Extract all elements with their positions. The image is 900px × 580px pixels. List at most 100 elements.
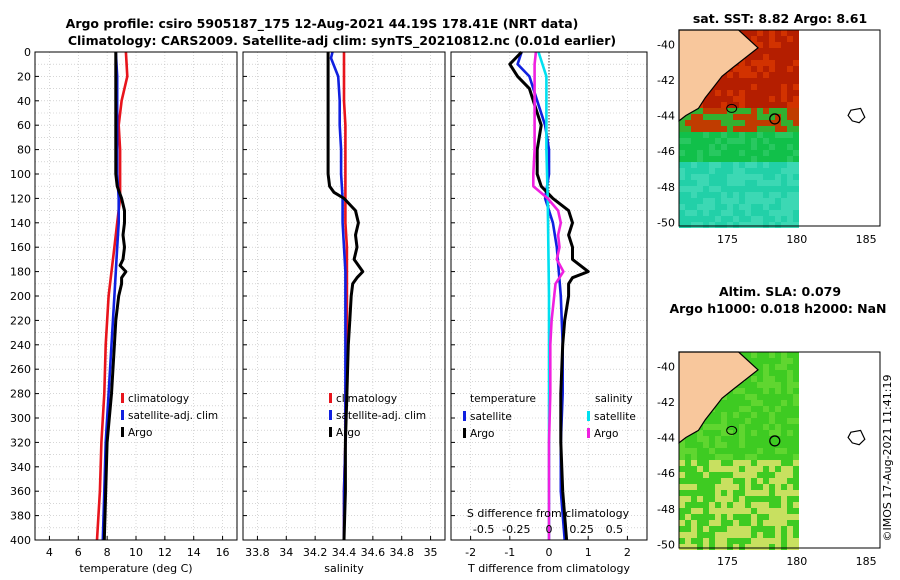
- y-tick-label: 0: [24, 46, 31, 59]
- map-cell: [769, 532, 775, 538]
- x-tick-label: 34.4: [332, 546, 357, 559]
- map-cell: [787, 36, 793, 42]
- map-cell: [769, 526, 775, 532]
- map-cell: [751, 520, 757, 526]
- map-cell: [775, 30, 781, 36]
- map-cell: [685, 508, 691, 514]
- map-cell: [745, 538, 751, 544]
- map-cell: [745, 192, 751, 198]
- map-cell: [697, 150, 703, 156]
- map-cell: [781, 162, 787, 168]
- y-tick-label: 100: [10, 168, 31, 181]
- y-tick-label: 20: [17, 70, 31, 83]
- map-cell: [721, 460, 727, 466]
- map-cell: [775, 472, 781, 478]
- map-cell: [757, 84, 763, 90]
- map-cell: [727, 222, 733, 228]
- map-cell: [757, 222, 763, 228]
- map-cell: [793, 162, 799, 168]
- map-cell: [739, 90, 745, 96]
- map-cell: [793, 538, 799, 544]
- map-cell: [703, 114, 709, 120]
- map-cell: [787, 436, 793, 442]
- map-cell: [727, 448, 733, 454]
- map-cell: [715, 120, 721, 126]
- map-cell: [715, 430, 721, 436]
- map-cell: [751, 114, 757, 120]
- map-cell: [787, 424, 793, 430]
- map-cell: [721, 490, 727, 496]
- map-cell: [745, 78, 751, 84]
- map-cell: [757, 508, 763, 514]
- map-cell: [679, 156, 685, 162]
- map-cell: [787, 126, 793, 132]
- map-cell: [703, 472, 709, 478]
- map-cell: [793, 472, 799, 478]
- map-cell: [739, 66, 745, 72]
- map-cell: [739, 544, 745, 550]
- map-cell: [751, 430, 757, 436]
- map-cell: [781, 364, 787, 370]
- map-cell: [745, 114, 751, 120]
- map-cell: [691, 436, 697, 442]
- map-cell: [715, 484, 721, 490]
- map-cell: [709, 198, 715, 204]
- map-cell: [745, 388, 751, 394]
- panel-temperature: 4 6 8 10 12 14 16 temperature (deg C) 0 20 40 60 80 1…: [10, 46, 238, 575]
- map-cell: [763, 406, 769, 412]
- map-cell: [679, 162, 685, 168]
- map-cell: [751, 216, 757, 222]
- map-cell: [769, 406, 775, 412]
- map-cell: [709, 222, 715, 228]
- map-cell: [757, 48, 763, 54]
- map-cell: [715, 520, 721, 526]
- map-cell: [733, 490, 739, 496]
- map-cell: [739, 412, 745, 418]
- map-cell: [703, 514, 709, 520]
- map-cell: [739, 174, 745, 180]
- map-cell: [751, 490, 757, 496]
- map-cell: [781, 370, 787, 376]
- map-cell: [751, 90, 757, 96]
- x-axis-label: T difference from climatology: [467, 562, 630, 575]
- map-cell: [739, 460, 745, 466]
- map-cell: [763, 108, 769, 114]
- map-cell: [787, 532, 793, 538]
- map-cell: [727, 418, 733, 424]
- map-cell: [787, 132, 793, 138]
- map-cell: [721, 532, 727, 538]
- map-cell: [691, 114, 697, 120]
- map-cell: [679, 168, 685, 174]
- map-cell: [781, 54, 787, 60]
- map-cell: [745, 216, 751, 222]
- map-cell: [751, 66, 757, 72]
- map-cell: [745, 180, 751, 186]
- map-cell: [763, 162, 769, 168]
- map-cell: [781, 490, 787, 496]
- map-cell: [757, 210, 763, 216]
- map-cell: [769, 54, 775, 60]
- map-cell: [781, 436, 787, 442]
- argo-position-marker: [769, 435, 781, 447]
- map-cell: [769, 544, 775, 550]
- map-cell: [733, 84, 739, 90]
- map-cell: [757, 388, 763, 394]
- map-cell: [769, 388, 775, 394]
- map-cell: [763, 174, 769, 180]
- map-cell: [781, 406, 787, 412]
- salinity-tick-label: 0.25: [569, 523, 594, 536]
- map-cell: [727, 442, 733, 448]
- map-cell: [781, 60, 787, 66]
- map-cell: [685, 126, 691, 132]
- map-cell: [739, 508, 745, 514]
- map-cell: [787, 54, 793, 60]
- map-cell: [751, 138, 757, 144]
- map-cell: [697, 532, 703, 538]
- map-cell: [793, 496, 799, 502]
- map-cell: [757, 156, 763, 162]
- map-cell: [715, 544, 721, 550]
- map-cell: [739, 442, 745, 448]
- map-cell: [775, 460, 781, 466]
- map-cell: [703, 508, 709, 514]
- lat-tick-label: -40: [657, 360, 675, 373]
